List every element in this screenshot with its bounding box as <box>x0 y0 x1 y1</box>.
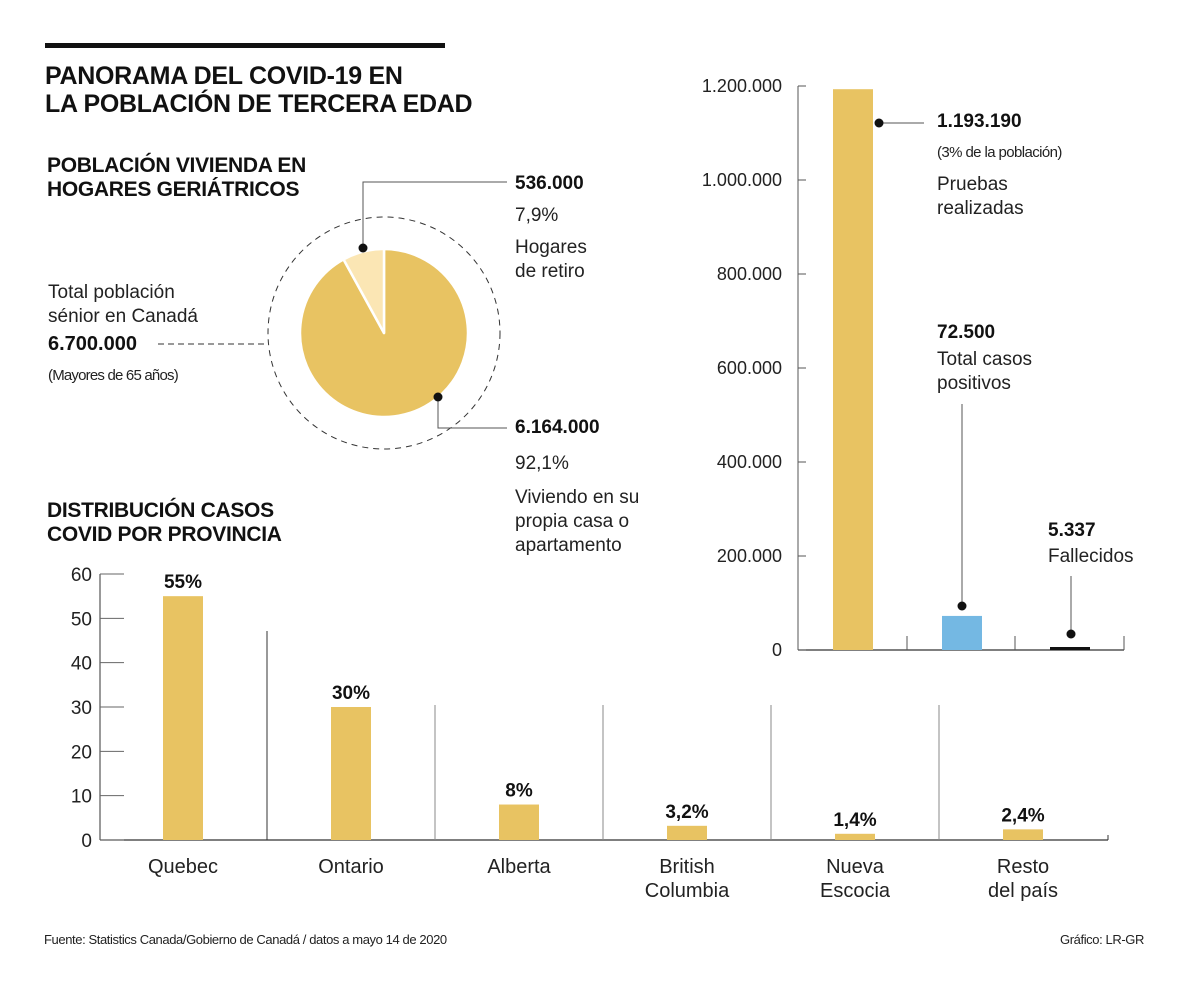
province-category-label: Quebec <box>148 856 218 878</box>
positive-label: Total casos positivos <box>937 348 1032 396</box>
propia-percent: 92,1% <box>515 453 569 474</box>
tests-y-tick-label: 400.000 <box>717 452 782 472</box>
tests-dot <box>874 118 884 128</box>
footer-source: Fuente: Statistics Canada/Gobierno de Ca… <box>44 932 447 947</box>
province-title-line1: DISTRIBUCIÓN CASOS <box>47 499 274 522</box>
retiro-label-line2: de retiro <box>515 261 585 282</box>
province-y-tick-label: 10 <box>71 787 92 808</box>
page-title: PANORAMA DEL COVID-19 EN LA POBLACIÓN DE… <box>45 62 525 118</box>
province-bar-4 <box>667 825 707 840</box>
propia-label-line2: propia casa o <box>515 511 630 532</box>
tests-bar-2 <box>942 615 982 650</box>
province-bar-1 <box>163 596 203 840</box>
tests-y-tick-label: 1.200.000 <box>702 76 782 96</box>
total-label-line1: Total población <box>48 282 175 303</box>
province-bar-value-label: 1,4% <box>833 810 876 831</box>
tests-label-line1: Pruebas <box>937 174 1008 195</box>
province-y-tick-label: 40 <box>71 654 92 675</box>
positive-dot <box>957 601 967 611</box>
retiro-dot <box>358 243 368 253</box>
tests-y-tick-label: 800.000 <box>717 264 782 284</box>
province-y-tick-label: 0 <box>81 831 92 852</box>
pie-section-title-line2: HOGARES GERIÁTRICOS <box>47 178 300 201</box>
deaths-value: 5.337 <box>1048 520 1096 541</box>
province-category-label: Ontario <box>318 856 384 878</box>
positive-label-line2: positivos <box>937 373 1011 394</box>
propia-label-line1: Viviendo en su <box>515 487 640 508</box>
tests-bar-1 <box>833 89 873 651</box>
retiro-percent: 7,9% <box>515 205 559 226</box>
tests-y-tick-label: 600.000 <box>717 358 782 378</box>
tests-note: (3% de la población) <box>937 144 1062 161</box>
positive-value: 72.500 <box>937 322 996 343</box>
province-bar-2 <box>331 707 371 840</box>
pie-section-title-line1: POBLACIÓN VIVIENDA EN <box>47 154 306 177</box>
deaths-dot <box>1066 629 1076 639</box>
province-bar-value-label: 8% <box>505 781 533 802</box>
tests-label-line2: realizadas <box>937 198 1024 219</box>
province-category-label: Columbia <box>645 880 730 902</box>
province-y-tick-label: 30 <box>71 698 92 719</box>
province-category-label: Alberta <box>487 856 551 878</box>
tests-y-tick-label: 0 <box>772 640 782 660</box>
total-population-note: (Mayores de 65 años) <box>48 367 179 384</box>
footer-credit: Gráfico: LR-GR <box>1060 932 1144 947</box>
province-section-title: DISTRIBUCIÓN CASOS COVID POR PROVINCIA <box>47 499 282 547</box>
propia-dot <box>433 392 443 402</box>
tests-label: Pruebas realizadas <box>937 173 1024 221</box>
province-y-tick-label: 20 <box>71 742 92 763</box>
province-y-tick-label: 50 <box>71 609 92 630</box>
province-bar-value-label: 2,4% <box>1001 805 1044 826</box>
total-label-line2: sénior en Canadá <box>48 306 198 327</box>
retiro-label-line1: Hogares <box>515 237 587 258</box>
tests-y-tick-label: 200.000 <box>717 546 782 566</box>
retiro-label: Hogares de retiro <box>515 236 587 284</box>
province-bar-value-label: 30% <box>332 683 370 704</box>
province-category-label: Nueva <box>826 856 885 878</box>
title-rule <box>45 43 445 48</box>
propia-label: Viviendo en su propia casa o apartamento <box>515 486 639 558</box>
province-bar-6 <box>1003 829 1043 840</box>
province-title-line2: COVID POR PROVINCIA <box>47 523 282 546</box>
page-title-line1: PANORAMA DEL COVID-19 EN <box>45 62 403 90</box>
province-category-label: del país <box>988 880 1058 902</box>
pie-outer-dashed-circle <box>267 216 501 450</box>
retiro-leader-line <box>362 181 507 248</box>
deaths-label: Fallecidos <box>1048 546 1134 567</box>
total-population-value: 6.700.000 <box>48 333 137 355</box>
pie-section-title: POBLACIÓN VIVIENDA EN HOGARES GERIÁTRICO… <box>47 154 306 202</box>
province-bar-5 <box>835 833 875 840</box>
tests-bar-3 <box>1050 647 1090 650</box>
propia-value: 6.164.000 <box>515 417 600 438</box>
page-title-line2: LA POBLACIÓN DE TERCERA EDAD <box>45 90 473 118</box>
province-category-label: British <box>659 856 715 878</box>
positive-label-line1: Total casos <box>937 349 1033 370</box>
province-category-label: Resto <box>997 856 1049 878</box>
province-bar-value-label: 55% <box>164 572 202 593</box>
province-category-label: Escocia <box>820 880 891 902</box>
province-y-tick-label: 60 <box>71 565 92 586</box>
province-bar-3 <box>499 804 539 840</box>
retiro-value: 536.000 <box>515 173 584 194</box>
total-population-label: Total población sénior en Canadá <box>48 281 198 329</box>
tests-value: 1.193.190 <box>937 111 1022 132</box>
tests-y-tick-label: 1.000.000 <box>702 170 782 190</box>
province-bar-value-label: 3,2% <box>665 802 708 823</box>
propia-leader-line <box>437 397 507 429</box>
propia-label-line3: apartamento <box>515 535 622 556</box>
